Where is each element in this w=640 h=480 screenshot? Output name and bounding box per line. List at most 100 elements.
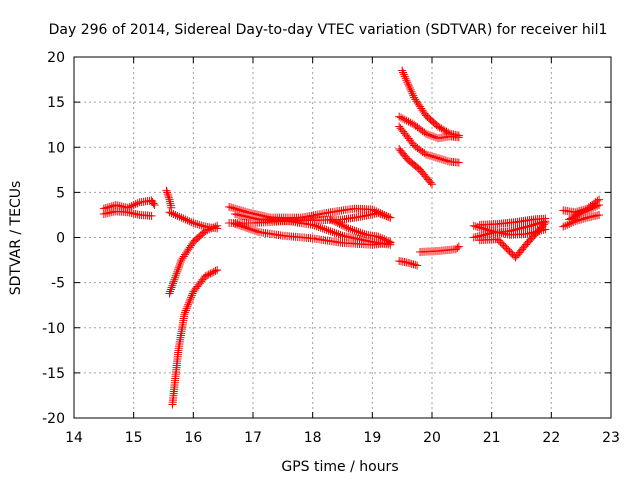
- data-point: [411, 260, 420, 269]
- data-point: [405, 259, 414, 268]
- data-point: [426, 151, 435, 160]
- data-point: [175, 259, 184, 268]
- y-tick-label: 20: [47, 50, 65, 66]
- data-point: [163, 188, 172, 197]
- data-point: [585, 205, 594, 214]
- data-point: [129, 201, 138, 210]
- data-point: [376, 209, 385, 218]
- data-point: [404, 258, 413, 267]
- data-point: [429, 132, 438, 141]
- data-point: [581, 207, 590, 216]
- series-arc: [225, 202, 395, 222]
- data-point: [197, 221, 206, 230]
- data-point: [326, 227, 335, 236]
- series-arc: [395, 145, 436, 189]
- data-point: [189, 219, 198, 228]
- data-point: [173, 265, 182, 274]
- data-point: [541, 214, 550, 223]
- data-point: [330, 217, 339, 226]
- data-point: [339, 221, 348, 230]
- data-point: [322, 225, 331, 234]
- data-point: [424, 151, 433, 160]
- data-point: [318, 224, 327, 233]
- data-point: [169, 210, 178, 219]
- data-point: [233, 220, 242, 229]
- x-tick-label: 23: [602, 430, 620, 446]
- data-point: [203, 226, 212, 235]
- y-tick-label: -5: [51, 276, 65, 292]
- data-point: [324, 226, 333, 235]
- data-point: [184, 298, 193, 307]
- data-point: [211, 266, 220, 275]
- data-point: [231, 219, 240, 228]
- series-arc: [168, 265, 222, 409]
- data-point: [171, 271, 180, 280]
- data-point: [422, 129, 431, 138]
- y-axis-label: SDTVAR / TECUs: [8, 181, 24, 296]
- data-point: [164, 193, 173, 202]
- data-point: [587, 204, 596, 213]
- data-point: [595, 210, 604, 219]
- data-point: [399, 68, 408, 77]
- data-point: [171, 273, 180, 282]
- x-tick-labels: 14 15 16 17 18 19 20 21 22 23: [65, 430, 620, 446]
- data-point: [374, 232, 383, 241]
- data-point: [184, 300, 193, 309]
- data-point: [235, 221, 244, 230]
- data-point: [435, 154, 444, 163]
- y-tick-labels: -20 -15 -10 -5 0 5 10 15 20: [42, 50, 65, 427]
- data-point: [149, 199, 158, 208]
- data-point: [570, 212, 579, 221]
- data-point: [572, 211, 581, 220]
- data-point: [435, 123, 444, 132]
- data-point: [360, 230, 369, 239]
- y-tick-label: 5: [56, 185, 65, 201]
- x-tick-label: 19: [363, 430, 381, 446]
- data-point: [207, 224, 216, 233]
- data-point: [328, 216, 337, 225]
- data-point: [176, 258, 185, 267]
- data-point: [380, 211, 389, 220]
- data-point: [243, 224, 252, 233]
- data-point: [566, 214, 575, 223]
- data-point: [428, 152, 436, 161]
- data-point: [380, 235, 389, 244]
- data-point: [213, 221, 222, 230]
- data-point: [187, 218, 196, 227]
- y-tick-label: 10: [47, 140, 65, 156]
- data-point: [454, 158, 463, 167]
- x-tick-label: 15: [125, 430, 143, 446]
- data-point: [208, 268, 217, 277]
- data-point: [439, 155, 448, 164]
- data-point: [229, 204, 238, 213]
- data-point: [376, 233, 385, 242]
- data-point: [182, 304, 191, 313]
- data-point: [433, 122, 442, 131]
- data-point: [181, 215, 190, 224]
- data-point: [577, 209, 586, 218]
- data-point: [312, 222, 321, 231]
- data-point: [332, 229, 341, 238]
- x-tick-label: 14: [65, 430, 83, 446]
- data-point: [441, 156, 450, 165]
- data-point: [206, 269, 215, 278]
- data-point: [581, 214, 590, 223]
- data-point: [186, 295, 195, 304]
- data-point: [310, 221, 319, 230]
- data-point: [406, 118, 415, 127]
- data-point: [374, 209, 383, 218]
- axis-ticks: [73, 56, 612, 419]
- series-arc: [475, 219, 550, 262]
- data-point: [420, 149, 429, 158]
- x-tick-label: 20: [423, 430, 441, 446]
- data-point: [559, 222, 568, 231]
- series-arc: [99, 196, 159, 213]
- data-point: [469, 221, 478, 230]
- data-point: [409, 91, 418, 100]
- data-point: [174, 263, 183, 272]
- data-point: [181, 306, 190, 315]
- data-point: [308, 220, 317, 229]
- data-point: [539, 220, 548, 229]
- x-tick-label: 16: [184, 430, 202, 446]
- data-point: [589, 203, 598, 212]
